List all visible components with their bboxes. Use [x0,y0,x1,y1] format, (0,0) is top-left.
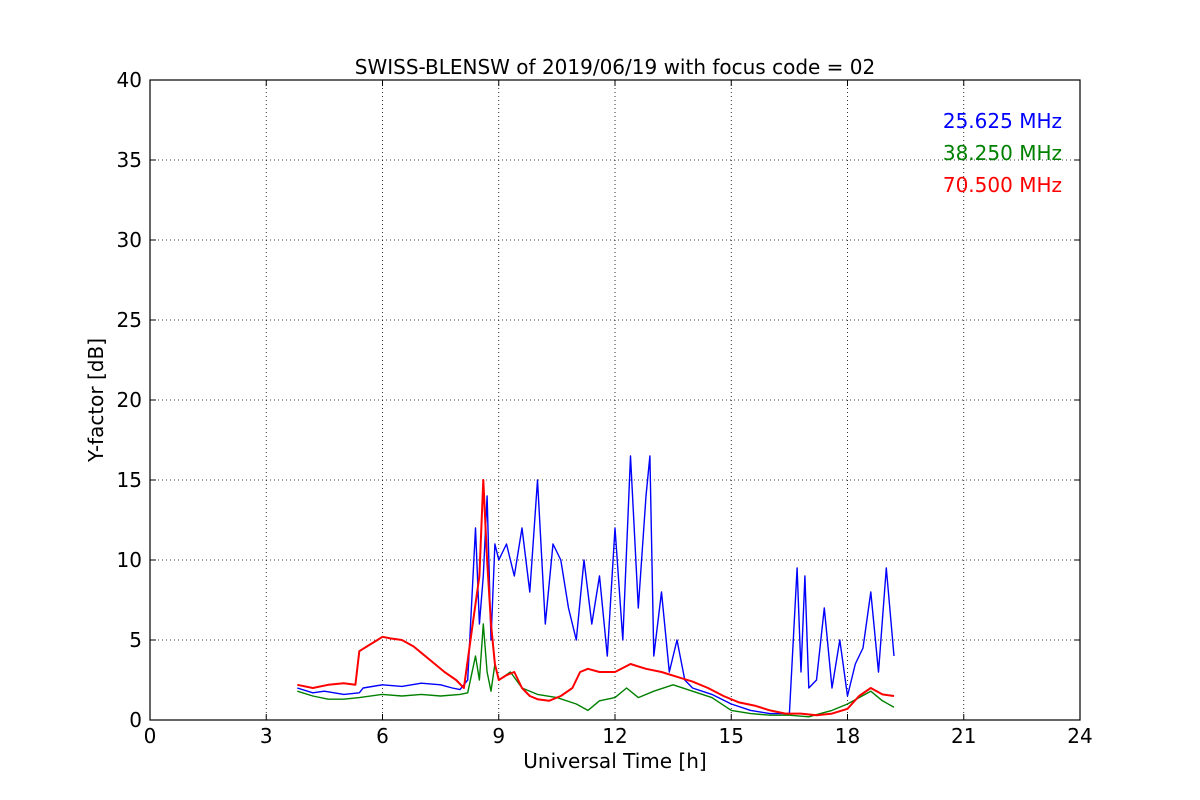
y-tick-label: 20 [117,388,142,412]
y-tick-label: 35 [117,148,142,172]
y-tick-label: 0 [129,708,142,732]
series-line-2 [297,623,895,718]
y-tick-label: 15 [117,468,142,492]
y-tick-label: 25 [117,308,142,332]
x-tick-label: 3 [260,724,273,748]
series-layer [297,455,895,718]
x-tick-label: 9 [492,724,505,748]
y-tick-label: 5 [129,628,142,652]
series-line-3 [297,479,895,717]
grid [150,80,1080,720]
y-tick-label: 10 [117,548,142,572]
legend: 25.625 MHz 38.250 MHz 70.500 MHz [943,109,1062,197]
x-tick-label: 12 [602,724,627,748]
tick-labels: 0 3 6 9 12 15 18 21 24 0 5 10 15 20 25 30 35 40 [117,68,1093,748]
legend-entry-3: 70.500 MHz [943,173,1062,197]
ticks [149,79,1081,721]
x-tick-label: 18 [835,724,860,748]
y-tick-label: 40 [117,68,142,92]
x-axis-label: Universal Time [h] [523,749,706,773]
x-tick-label: 24 [1067,724,1092,748]
legend-entry-2: 38.250 MHz [943,141,1062,165]
x-tick-label: 6 [376,724,389,748]
legend-entry-1: 25.625 MHz [943,109,1062,133]
x-tick-label: 15 [719,724,744,748]
series-line-1 [297,455,895,715]
x-tick-label: 21 [951,724,976,748]
y-tick-label: 30 [117,228,142,252]
chart-title: SWISS-BLENSW of 2019/06/19 with focus co… [355,55,876,79]
x-tick-label: 0 [144,724,157,748]
y-axis-label: Y-factor [dB] [84,338,108,463]
